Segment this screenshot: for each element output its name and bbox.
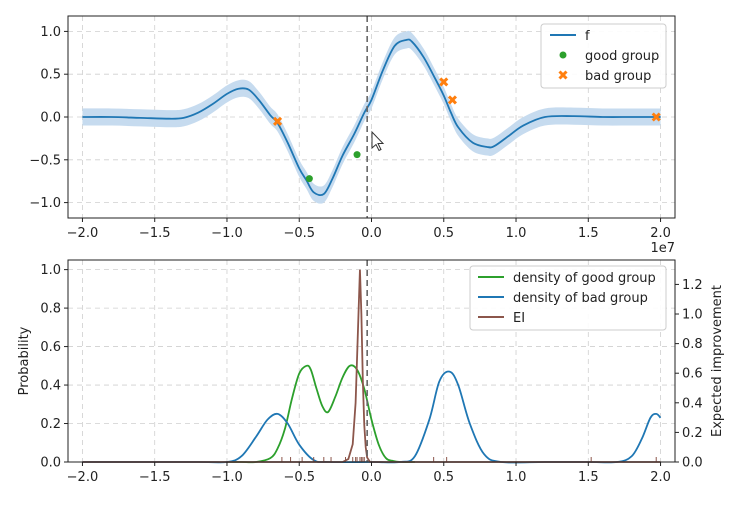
bottom-y-tick-label: 0.6 [40,340,61,355]
legend-label-good-group: good group [585,49,659,64]
top-x-tick-label: −0.5 [283,226,315,241]
legend-label-f: f [585,29,590,44]
top-x-tick-label: −2.0 [67,226,99,241]
bottom-y2-tick-label: 0.0 [682,456,703,471]
bottom-x-tick-label: 0.0 [361,470,382,485]
top-panel: −2.0 −1.5 −1.0 −0.5 0.0 0.5 1.0 1.5 2.0 −1.0 −0.5… [29,15,676,256]
bottom-y2-tick-label: 1.0 [682,308,703,323]
top-y-tick-label: 0.0 [40,111,61,126]
y-axis-label-probability: Probability [17,326,32,395]
top-scatter-points [272,77,661,183]
ei-line [82,269,661,463]
bottom-y-tick-label: 0.8 [40,302,61,317]
mouse-cursor-icon [371,130,385,152]
top-x-tick-label: −1.0 [211,226,243,241]
x-offset-label: 1e7 [650,241,675,256]
bad-group-point-stroke [447,95,457,105]
bad-group-point [439,77,449,87]
bottom-x-tick-label: 2.0 [650,470,671,485]
bad-group-point [651,112,661,122]
good-group-point [305,175,313,183]
ei-rug-marks [281,457,657,462]
bad-group-point [272,116,283,126]
bottom-y-tick-label: 0.0 [40,456,61,471]
bottom-x-tick-label: 1.0 [506,470,527,485]
bad-group-point-stroke [439,77,449,87]
bottom-y2-tick-label: 1.2 [682,278,703,293]
top-x-tick-label: 2.0 [650,226,671,241]
bottom-y2-tick-label: 0.4 [682,396,703,411]
density-good-line [226,364,415,464]
bad-group-point-stroke [272,116,283,126]
bottom-y2-tick-label: 0.8 [682,337,703,352]
bad-group-point [447,95,457,105]
bottom-legend: density of good group density of bad gro… [469,265,667,331]
bottom-y-tick-label: 0.4 [40,379,61,394]
top-y-tick-label: 1.0 [40,25,61,40]
bottom-x-tick-label: −1.0 [211,470,243,485]
bottom-y2-tick-label: 0.2 [682,426,703,441]
bottom-y-ticks: 0.0 0.2 0.4 0.6 0.8 1.0 [40,263,68,471]
bad-group-point-stroke [651,112,661,122]
top-legend: f good group bad group [540,23,667,89]
top-x-tick-label: 1.0 [506,226,527,241]
top-y-ticks: −1.0 −0.5 0.0 0.5 1.0 [29,25,68,211]
bottom-x-tick-label: 1.5 [578,470,599,485]
bottom-y-tick-label: 1.0 [40,263,61,278]
top-x-tick-label: 1.5 [578,226,599,241]
legend-label-bad-group: bad group [585,69,651,84]
bottom-x-tick-label: 0.5 [433,470,454,485]
bottom-x-tick-label: −2.0 [67,470,99,485]
top-x-ticks: −2.0 −1.5 −1.0 −0.5 0.0 0.5 1.0 1.5 2.0 [67,218,671,241]
good-group-point [353,151,361,159]
top-x-tick-label: −1.5 [139,226,171,241]
top-y-tick-label: 0.5 [40,68,61,83]
top-y-tick-label: −1.0 [29,196,61,211]
top-x-tick-label: 0.0 [361,226,382,241]
bottom-x-ticks: −2.0 −1.5 −1.0 −0.5 0.0 0.5 1.0 1.5 2.0 [67,462,671,485]
bottom-panel: −2.0 −1.5 −1.0 −0.5 0.0 0.5 1.0 1.5 2.0 0.00.20.… [17,259,725,485]
legend-label-density-good: density of good group [513,271,656,286]
y2-axis-label-ei: Expected improvement [710,285,725,437]
bottom-y2-tick-label: 0.6 [682,367,703,382]
top-x-tick-label: 0.5 [433,226,454,241]
bottom-y2-ticks: 0.0 0.2 0.4 0.6 0.8 1.0 1.2 [675,278,703,471]
bottom-x-tick-label: −1.5 [139,470,171,485]
bottom-y-tick-label: 0.2 [40,417,61,432]
top-y-tick-label: −0.5 [29,153,61,168]
bottom-x-tick-label: −0.5 [283,470,315,485]
legend-label-ei: EI [513,311,525,326]
f-line [82,38,661,196]
legend-label-density-bad: density of bad group [513,291,648,306]
